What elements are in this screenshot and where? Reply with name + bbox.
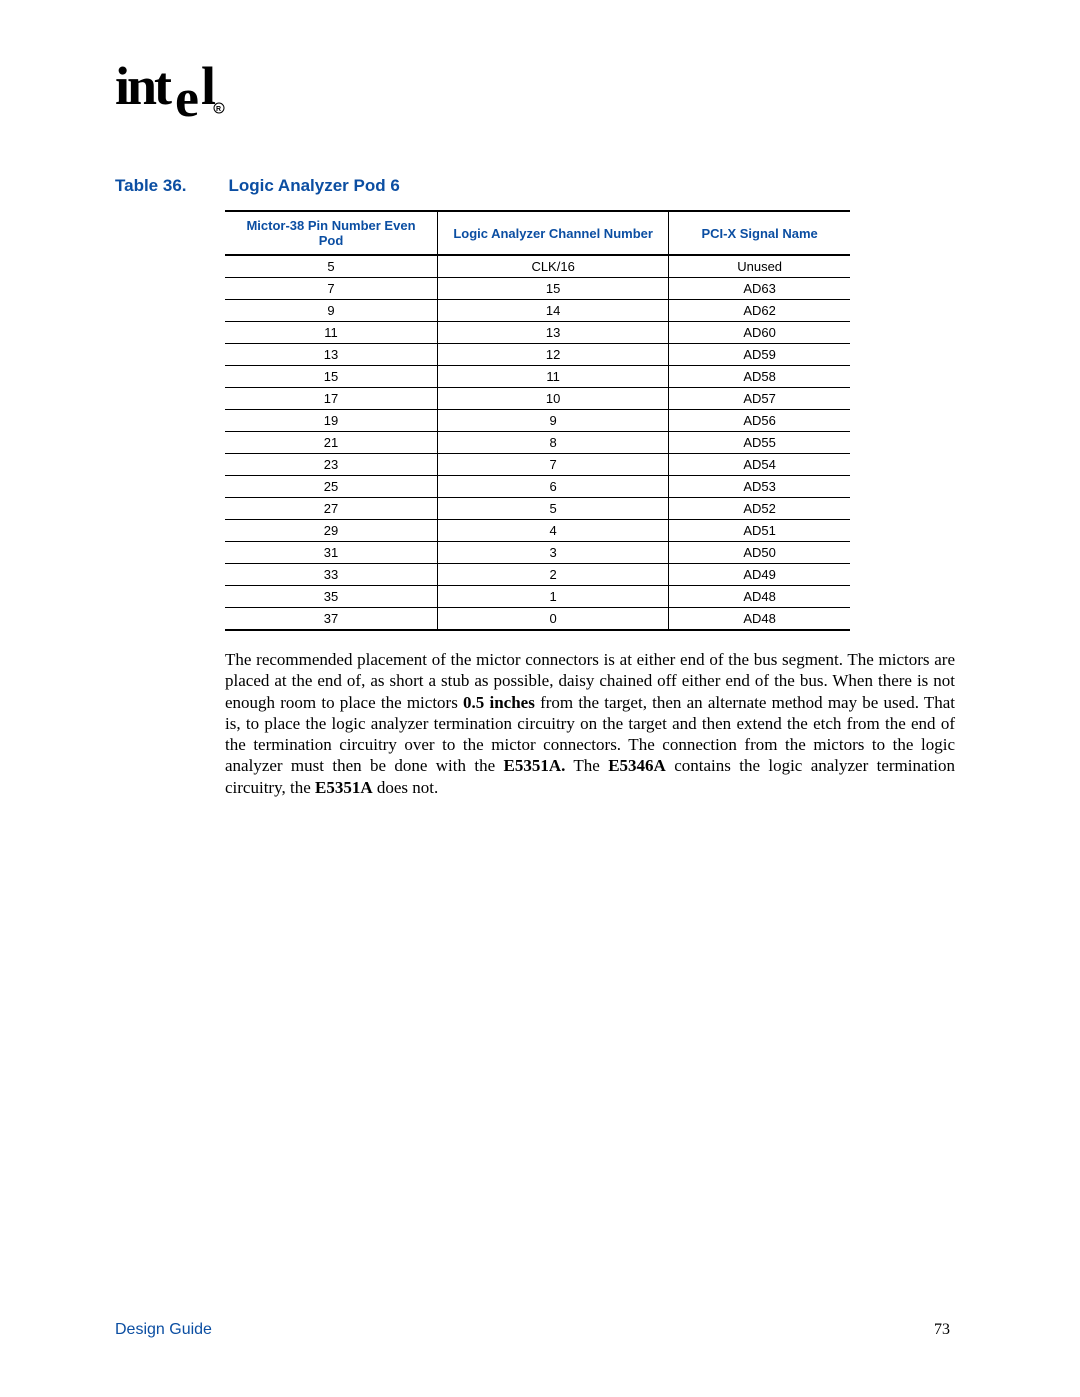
table-cell: AD52 — [669, 498, 850, 520]
table-row: 715AD63 — [225, 278, 850, 300]
col-header-pin: Mictor-38 Pin Number Even Pod — [225, 211, 438, 255]
table-cell: AD60 — [669, 322, 850, 344]
col-header-signal: PCI-X Signal Name — [669, 211, 850, 255]
table-cell: 2 — [438, 564, 669, 586]
table-row: 370AD48 — [225, 608, 850, 631]
table-row: 294AD51 — [225, 520, 850, 542]
table-cell: AD63 — [669, 278, 850, 300]
table-cell: AD48 — [669, 608, 850, 631]
col-header-channel: Logic Analyzer Channel Number — [438, 211, 669, 255]
table-cell: AD56 — [669, 410, 850, 432]
table-cell: 4 — [438, 520, 669, 542]
table-cell: 8 — [438, 432, 669, 454]
table-cell: 17 — [225, 388, 438, 410]
table-row: 1710AD57 — [225, 388, 850, 410]
table-cell: AD62 — [669, 300, 850, 322]
table-cell: 19 — [225, 410, 438, 432]
svg-text:int: int — [115, 60, 172, 116]
intel-logo: int e l R — [115, 60, 235, 134]
footer-left: Design Guide — [115, 1321, 212, 1339]
table-cell: AD49 — [669, 564, 850, 586]
para-text: The — [565, 756, 608, 775]
table-cell: AD53 — [669, 476, 850, 498]
table-row: 1113AD60 — [225, 322, 850, 344]
table-cell: 7 — [438, 454, 669, 476]
para-text: does not. — [373, 778, 439, 797]
table-row: 332AD49 — [225, 564, 850, 586]
table-row: 256AD53 — [225, 476, 850, 498]
table-row: 351AD48 — [225, 586, 850, 608]
table-cell: 13 — [438, 322, 669, 344]
table-cell: 9 — [438, 410, 669, 432]
table-cell: 15 — [438, 278, 669, 300]
footer-right: 73 — [934, 1321, 950, 1339]
para-bold: 0.5 inches — [463, 693, 535, 712]
table-cell: 3 — [438, 542, 669, 564]
table-row: 313AD50 — [225, 542, 850, 564]
table-cell: AD58 — [669, 366, 850, 388]
table-cell: AD55 — [669, 432, 850, 454]
table-wrapper: Mictor-38 Pin Number Even Pod Logic Anal… — [225, 210, 850, 631]
table-cell: 13 — [225, 344, 438, 366]
table-cell: 1 — [438, 586, 669, 608]
table-cell: 11 — [438, 366, 669, 388]
table-cell: 37 — [225, 608, 438, 631]
logic-analyzer-table: Mictor-38 Pin Number Even Pod Logic Anal… — [225, 210, 850, 631]
table-cell: AD59 — [669, 344, 850, 366]
table-row: 275AD52 — [225, 498, 850, 520]
table-cell: 9 — [225, 300, 438, 322]
table-cell: 29 — [225, 520, 438, 542]
table-row: 199AD56 — [225, 410, 850, 432]
intel-logo-svg: int e l R — [115, 60, 235, 120]
table-cell: AD48 — [669, 586, 850, 608]
table-cell: 15 — [225, 366, 438, 388]
para-bold: E5351A — [315, 778, 373, 797]
table-caption: Table 36. Logic Analyzer Pod 6 — [115, 176, 965, 196]
table-cell: AD54 — [669, 454, 850, 476]
table-cell: 5 — [438, 498, 669, 520]
table-body: 5CLK/16Unused715AD63914AD621113AD601312A… — [225, 255, 850, 630]
table-cell: 7 — [225, 278, 438, 300]
table-cell: AD50 — [669, 542, 850, 564]
table-cell: 25 — [225, 476, 438, 498]
page-footer: Design Guide 73 — [115, 1321, 950, 1339]
table-cell: 5 — [225, 255, 438, 278]
table-cell: CLK/16 — [438, 255, 669, 278]
table-row: 237AD54 — [225, 454, 850, 476]
table-cell: 21 — [225, 432, 438, 454]
table-cell: 35 — [225, 586, 438, 608]
table-cell: 6 — [438, 476, 669, 498]
caption-label: Table 36. — [115, 176, 187, 195]
table-row: 914AD62 — [225, 300, 850, 322]
table-header-row: Mictor-38 Pin Number Even Pod Logic Anal… — [225, 211, 850, 255]
table-cell: 12 — [438, 344, 669, 366]
para-bold: E5346A — [608, 756, 666, 775]
table-row: 5CLK/16Unused — [225, 255, 850, 278]
page: int e l R Table 36. Logic Analyzer Pod 6… — [0, 0, 1080, 1397]
table-cell: 14 — [438, 300, 669, 322]
body-paragraph: The recommended placement of the mictor … — [225, 649, 955, 798]
table-row: 218AD55 — [225, 432, 850, 454]
table-cell: 31 — [225, 542, 438, 564]
table-cell: 10 — [438, 388, 669, 410]
table-cell: 23 — [225, 454, 438, 476]
table-cell: AD57 — [669, 388, 850, 410]
svg-text:e: e — [175, 68, 198, 120]
para-bold: E5351A. — [504, 756, 566, 775]
table-cell: AD51 — [669, 520, 850, 542]
table-cell: 27 — [225, 498, 438, 520]
table-row: 1511AD58 — [225, 366, 850, 388]
table-cell: 11 — [225, 322, 438, 344]
svg-text:R: R — [216, 106, 221, 113]
caption-title: Logic Analyzer Pod 6 — [229, 176, 400, 195]
table-cell: Unused — [669, 255, 850, 278]
table-row: 1312AD59 — [225, 344, 850, 366]
table-cell: 33 — [225, 564, 438, 586]
table-cell: 0 — [438, 608, 669, 631]
